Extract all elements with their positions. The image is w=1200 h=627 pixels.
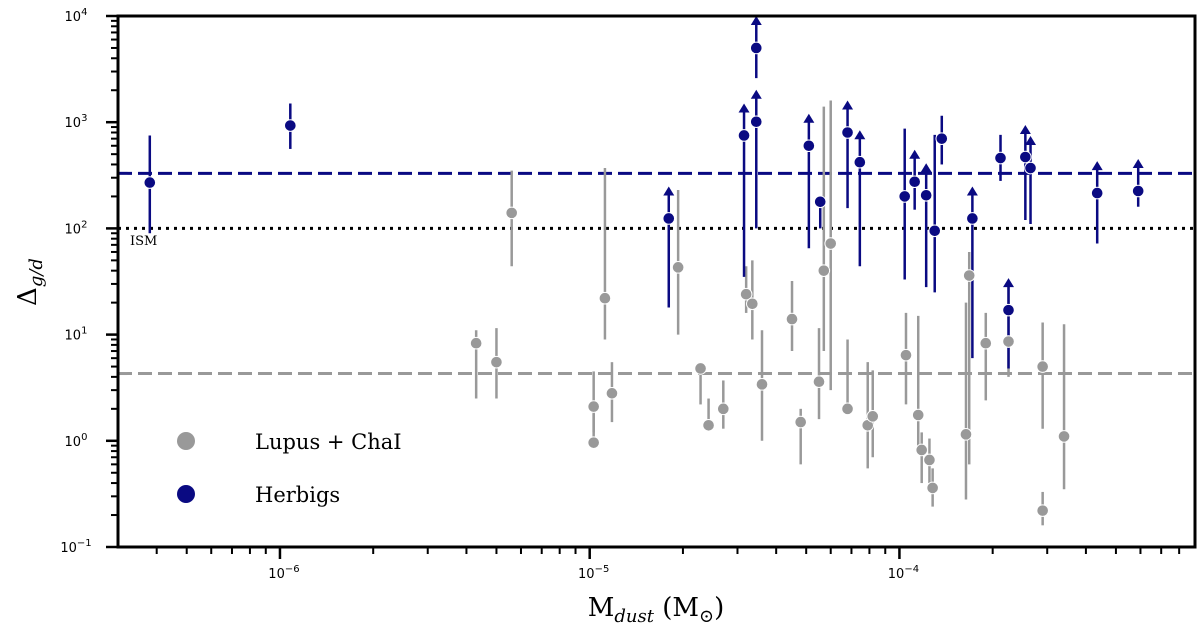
lupus-chai-point — [587, 436, 600, 449]
herbig-point — [1002, 303, 1015, 317]
herbig-point — [143, 176, 157, 189]
data-points — [143, 41, 1145, 517]
upper-limit-arrow — [920, 163, 932, 173]
upper-limit-arrow — [750, 15, 762, 25]
herbig-point — [284, 119, 297, 132]
lupus-chai-point — [785, 312, 799, 326]
herbig-point — [802, 139, 816, 153]
lupus-chai-point — [739, 287, 753, 301]
x-tick-label: 10−6 — [268, 564, 299, 582]
legend-label-lupus: Lupus + ChaI — [255, 430, 402, 454]
lupus-chai-point — [959, 428, 973, 441]
ism-label: ISM — [130, 234, 157, 249]
lupus-chai-point — [702, 418, 715, 432]
minor-ticks — [111, 19, 1181, 554]
upper-limit-arrow — [803, 113, 815, 123]
herbig-point — [966, 212, 979, 225]
lupus-chai-point — [1057, 430, 1071, 443]
lupus-chai-point — [605, 387, 619, 400]
lupus-chai-point — [926, 481, 939, 495]
lupus-chai-point — [962, 269, 976, 282]
lupus-chai-point — [812, 375, 826, 389]
herbig-point — [908, 175, 921, 189]
herbig-point — [994, 151, 1007, 165]
herbig-point — [1131, 184, 1145, 198]
lupus-chai-point — [1002, 335, 1015, 348]
lupus-chai-point — [671, 261, 685, 274]
upper-limit-arrow — [750, 89, 762, 99]
lupus-chai-point — [923, 453, 936, 467]
y-tick-label: 101 — [65, 326, 88, 344]
upper-limit-arrow — [1003, 278, 1015, 288]
legend-marker-lupus — [177, 432, 195, 450]
y-tick-label: 100 — [65, 432, 88, 450]
x-axis-title: Mdust (M⊙) — [588, 593, 725, 627]
lupus-chai-point — [587, 400, 600, 413]
upper-limit-arrow — [1091, 161, 1103, 171]
lupus-chai-point — [746, 297, 759, 311]
upper-limit-arrow — [663, 186, 675, 196]
upper-limit-arrow — [738, 103, 750, 113]
x-tick-label: 10−4 — [888, 564, 919, 582]
upper-limit-arrow — [842, 100, 854, 110]
upper-limit-arrow — [909, 149, 921, 159]
lupus-chai-point — [841, 402, 854, 416]
upper-limit-arrow — [966, 186, 978, 196]
y-axis-title: Δg/d — [13, 258, 47, 306]
upper-limit-arrow — [1025, 136, 1037, 146]
upper-limit-arrow — [854, 130, 866, 140]
herbig-point — [928, 224, 942, 238]
lupus-chai-point — [817, 264, 831, 277]
lupus-chai-point — [915, 443, 928, 457]
x-tick-label: 10−5 — [578, 564, 609, 582]
plot-frame — [116, 14, 1197, 549]
herbig-point — [662, 212, 676, 225]
lupus-chai-point — [490, 355, 503, 369]
herbig-point — [919, 188, 933, 202]
herbig-point — [841, 126, 854, 139]
tick-labels: 10−6 10−5 10−4 10−1 100 101 102 103 104 — [60, 7, 919, 582]
lupus-chai-point — [899, 348, 913, 362]
major-ticks — [106, 14, 901, 559]
lupus-chai-point — [755, 378, 769, 391]
herbig-point — [935, 132, 949, 145]
lupus-chai-point — [911, 408, 925, 422]
lupus-chai-point — [866, 410, 880, 423]
legend-marker-herbigs — [177, 485, 195, 503]
legend-label-herbigs: Herbigs — [255, 483, 340, 507]
herbig-point — [1019, 150, 1032, 164]
upper-limit-arrow — [1132, 158, 1144, 168]
herbig-point — [749, 41, 763, 55]
y-tick-label: 104 — [65, 7, 88, 25]
lupus-chai-point — [598, 291, 612, 305]
herbig-point — [737, 129, 751, 142]
y-tick-label: 103 — [65, 113, 88, 131]
lupus-chai-point — [979, 336, 993, 350]
y-tick-label: 10−1 — [60, 538, 91, 556]
herbig-point — [749, 115, 763, 129]
herbig-point — [853, 155, 867, 169]
lupus-chai-point — [824, 237, 838, 250]
herbig-point — [813, 195, 827, 209]
lupus-chai-point — [717, 402, 730, 416]
upper-limit-arrow — [1019, 125, 1031, 135]
reference-lines — [118, 171, 1195, 376]
lupus-chai-point — [794, 415, 808, 429]
lupus-chai-point — [1036, 504, 1049, 517]
legend: Lupus + ChaI Herbigs — [177, 430, 402, 507]
herbig-point — [1024, 161, 1037, 175]
herbig-point — [898, 190, 912, 203]
herbig-point — [1090, 186, 1104, 200]
lupus-chai-point — [505, 206, 518, 220]
lupus-chai-point — [694, 362, 707, 375]
lupus-chai-point — [469, 336, 483, 350]
lupus-chai-point — [1036, 360, 1049, 373]
y-tick-label: 102 — [65, 219, 88, 237]
